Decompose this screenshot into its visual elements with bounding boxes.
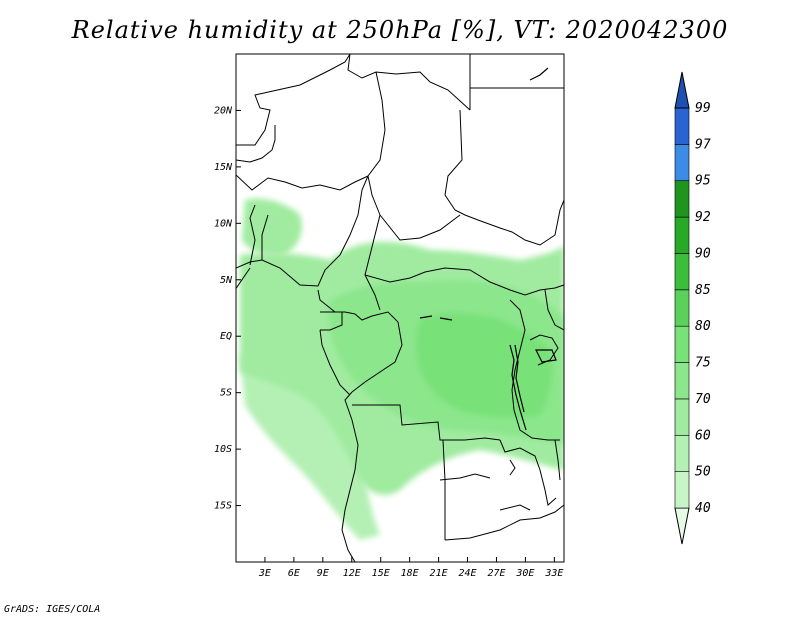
colorbar-swatch bbox=[674, 398, 690, 436]
colorbar-swatch bbox=[674, 180, 690, 218]
colorbar-swatch bbox=[674, 289, 690, 327]
x-tick-label: 30E bbox=[515, 568, 534, 579]
map-frame bbox=[235, 53, 565, 563]
grads-credit: GrADS: IGES/COLA bbox=[4, 604, 101, 615]
humidity-field bbox=[240, 198, 564, 540]
x-tick-label: 27E bbox=[487, 568, 505, 579]
x-tick-label: 3E bbox=[258, 568, 271, 579]
y-tick-label: 20N bbox=[214, 105, 233, 116]
country-borders bbox=[236, 54, 564, 562]
humidity-region-75 bbox=[416, 313, 552, 418]
x-tick-label: 24E bbox=[458, 568, 476, 579]
x-tick-label: 6E bbox=[288, 568, 300, 579]
y-tick-label: 5S bbox=[220, 388, 232, 399]
y-tick-label: 15S bbox=[214, 501, 232, 512]
x-tick-label: 18E bbox=[401, 568, 419, 579]
y-axis: 20N 15N 10N 5N EQ 5S 10S 15S bbox=[214, 105, 241, 512]
x-tick-label: 9E bbox=[317, 568, 329, 579]
colorbar-max-arrow bbox=[674, 71, 690, 109]
colorbar-label: 80 bbox=[695, 319, 711, 334]
x-tick-label: 33E bbox=[544, 568, 563, 579]
colorbar-label: 85 bbox=[695, 283, 711, 298]
colorbar-min-arrow bbox=[674, 507, 690, 545]
colorbar-label: 75 bbox=[695, 356, 711, 371]
colorbar-label: 40 bbox=[695, 501, 711, 516]
colorbar-swatch bbox=[674, 107, 690, 145]
colorbar-swatch bbox=[674, 362, 690, 400]
x-tick-label: 12E bbox=[343, 568, 361, 579]
map-title: Relative humidity at 250hPa [%], VT: 202… bbox=[71, 16, 729, 44]
colorbar-label: 99 bbox=[695, 101, 711, 116]
y-tick-label: 10N bbox=[214, 218, 233, 229]
lakes bbox=[419, 315, 557, 431]
x-axis: 3E 6E 9E 12E 15E 18E 21E 24E 27E 30E 33E bbox=[258, 557, 563, 579]
colorbar-swatch bbox=[674, 325, 690, 363]
y-tick-label: 15N bbox=[214, 162, 233, 173]
y-tick-label: EQ bbox=[220, 331, 232, 342]
sinai-coast bbox=[529, 67, 549, 81]
y-tick-label: 10S bbox=[214, 444, 232, 455]
x-tick-label: 21E bbox=[430, 568, 448, 579]
colorbar-swatch bbox=[674, 216, 690, 254]
colorbar-label: 90 bbox=[695, 246, 711, 261]
colorbar-label: 95 bbox=[695, 174, 711, 189]
y-tick-label: 5N bbox=[220, 275, 233, 286]
humidity-region-50 bbox=[240, 350, 380, 540]
humidity-region-60-north bbox=[242, 198, 302, 256]
colorbar-label: 97 bbox=[695, 137, 711, 152]
colorbar-label: 60 bbox=[695, 428, 711, 443]
colorbar-swatch bbox=[674, 253, 690, 291]
colorbar-swatch bbox=[674, 471, 690, 509]
colorbar-swatch bbox=[674, 144, 690, 182]
colorbar: 40 50 60 70 75 80 85 90 92 95 97 99 bbox=[674, 71, 711, 545]
colorbar-label: 70 bbox=[695, 392, 711, 407]
x-tick-label: 15E bbox=[372, 568, 390, 579]
colorbar-label: 50 bbox=[695, 465, 711, 480]
colorbar-swatch bbox=[674, 434, 690, 472]
colorbar-label: 92 bbox=[695, 210, 711, 225]
